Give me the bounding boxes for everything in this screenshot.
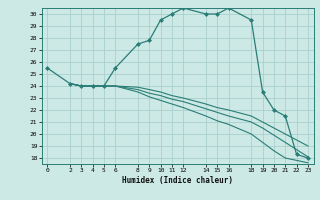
X-axis label: Humidex (Indice chaleur): Humidex (Indice chaleur) xyxy=(122,176,233,185)
